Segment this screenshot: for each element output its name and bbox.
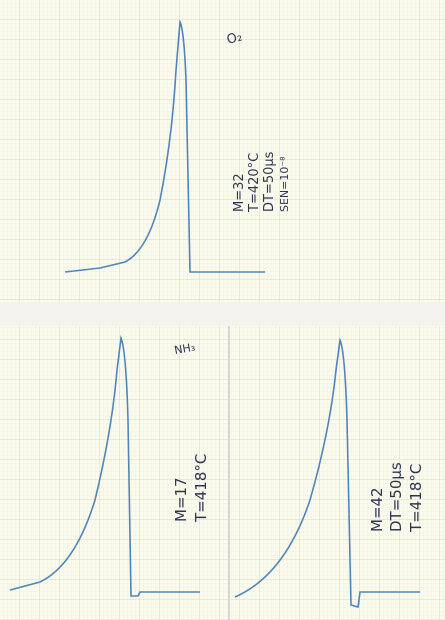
panel-label: O₂ — [225, 29, 244, 47]
note: T=420°C — [247, 153, 262, 213]
note: M=32 — [232, 173, 247, 212]
note: DT=50μs — [262, 151, 277, 212]
trace-bottom-right — [234, 336, 420, 609]
grid-bottom-left — [0, 326, 228, 620]
trace-bottom-left — [9, 334, 200, 597]
panel-label: NH₃ — [173, 341, 196, 357]
note: SEN=10⁻⁸ — [278, 156, 291, 212]
grid-bottom-right — [230, 326, 445, 620]
trace-top — [64, 19, 265, 273]
note: T=418°C — [192, 454, 210, 523]
note: M=17 — [172, 477, 190, 522]
note: DT=50μs — [387, 462, 405, 532]
grid-top — [0, 0, 445, 302]
note: M=42 — [368, 487, 386, 532]
note: T=418°C — [407, 464, 425, 533]
